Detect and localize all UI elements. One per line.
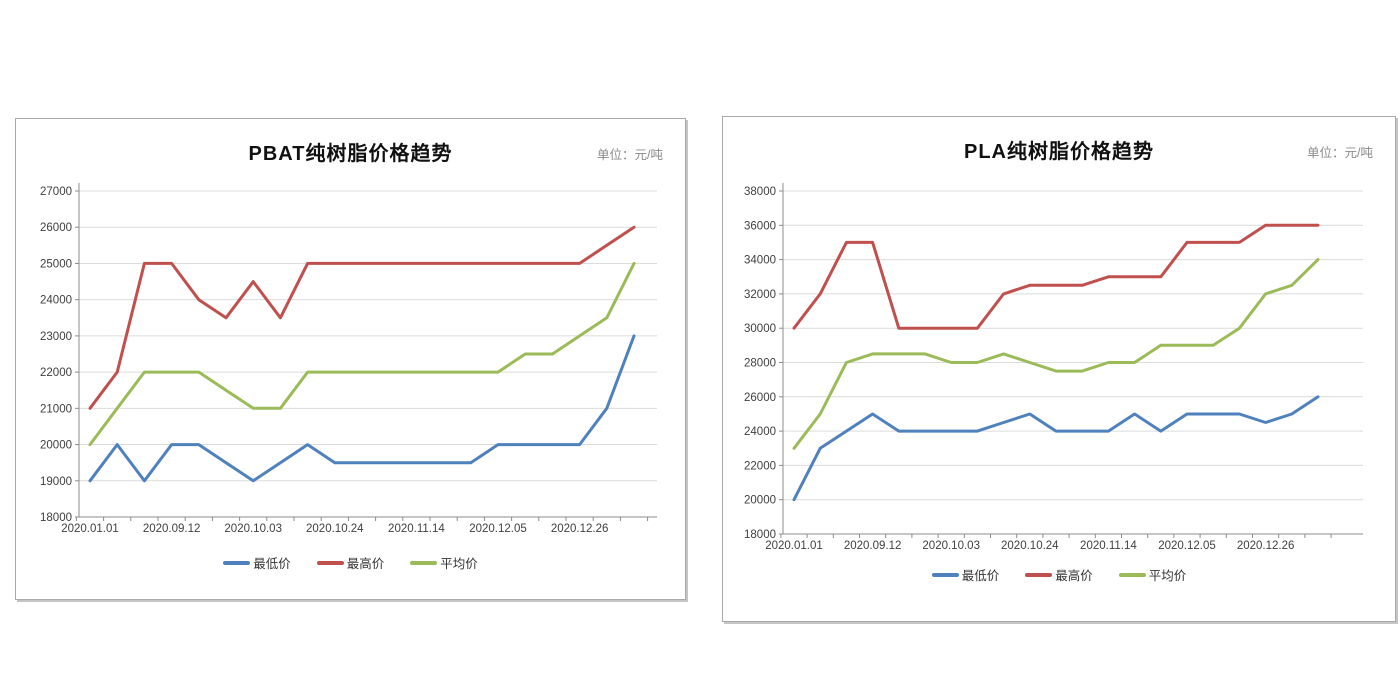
y-axis-label: 20000 <box>744 495 776 507</box>
y-axis-label: 23000 <box>40 331 72 343</box>
pla-line-chart-canvas: 18000 20000 22000 24000 26000 28000 30000 32000… <box>744 183 1363 552</box>
legend-swatch-min-price <box>223 560 251 565</box>
y-axis-label: 18000 <box>40 512 72 524</box>
x-axis-label: 2020.12.05 <box>469 523 527 535</box>
legend-label-max-price: 最高价 <box>346 557 385 571</box>
y-axis-label: 18000 <box>744 529 776 541</box>
series-line-max-price <box>792 223 1320 330</box>
legend-item-max-price: 最高价 <box>1025 565 1093 584</box>
y-axis-label: 20000 <box>40 440 72 452</box>
y-axis-label: 26000 <box>40 222 72 234</box>
series-line-min-price <box>792 395 1320 502</box>
y-axis-label: 22000 <box>40 367 72 379</box>
x-axis-label: 2020.10.24 <box>306 523 364 535</box>
series-line-avg-price <box>792 258 1320 450</box>
x-axis-label: 2020.10.03 <box>922 540 980 552</box>
x-axis-label: 2020.10.03 <box>224 523 282 535</box>
pbat-legend: 最低价 最高价 平均价 <box>16 553 685 572</box>
x-axis-label: 2020.11.14 <box>1080 540 1137 552</box>
x-axis-label: 2020.09.12 <box>143 523 201 535</box>
x-axis-label: 2020.12.26 <box>551 523 609 535</box>
pla-chart-panel: PLA纯树脂价格趋势 单位：元/吨 18000 20000 22000 24000 26… <box>722 116 1396 622</box>
legend-swatch-avg-price <box>1118 572 1146 577</box>
y-axis-label: 19000 <box>40 476 72 488</box>
y-axis-label: 25000 <box>40 258 72 270</box>
x-axis-label: 2020.09.12 <box>844 540 902 552</box>
series-line-max-price <box>88 225 636 410</box>
x-axis-label: 2020.12.05 <box>1158 540 1216 552</box>
legend-label-avg-price: 平均价 <box>1148 569 1187 583</box>
legend-swatch-max-price <box>316 560 344 565</box>
y-axis-label: 38000 <box>744 186 776 198</box>
legend-swatch-avg-price <box>410 560 438 565</box>
pla-chart-title: PLA纯树脂价格趋势 <box>964 141 1154 163</box>
x-axis-label: 2020.01.01 <box>765 540 823 552</box>
y-axis-label: 27000 <box>40 186 72 198</box>
legend-label-min-price: 最低价 <box>961 569 1000 583</box>
y-axis-label: 24000 <box>744 426 776 438</box>
x-axis-label: 2020.12.26 <box>1237 540 1295 552</box>
legend-label-max-price: 最高价 <box>1055 569 1093 583</box>
y-axis-label: 22000 <box>744 460 776 472</box>
legend-item-avg-price: 平均价 <box>1118 565 1187 584</box>
pbat-chart-panel: PBAT纯树脂价格趋势 单位：元/吨 18000 19000 20000 21000 2… <box>15 118 686 600</box>
y-axis-label: 28000 <box>744 358 776 370</box>
legend-item-avg-price: 平均价 <box>410 553 478 572</box>
x-axis-label: 2020.11.14 <box>388 523 445 535</box>
legend-item-min-price: 最低价 <box>931 565 1000 584</box>
pbat-line-chart-canvas: 18000 19000 20000 21000 22000 23000 24000 25000… <box>40 183 657 535</box>
pbat-chart-title: PBAT纯树脂价格趋势 <box>248 143 453 165</box>
y-axis-label: 21000 <box>40 403 72 415</box>
pbat-unit-label: 单位：元/吨 <box>597 148 663 162</box>
pla-unit-label: 单位：元/吨 <box>1307 146 1373 160</box>
x-axis-label: 2020.10.24 <box>1001 540 1059 552</box>
pla-legend: 最低价 最高价 平均价 <box>723 565 1395 584</box>
y-axis-label: 36000 <box>744 220 776 232</box>
y-axis-label: 30000 <box>744 323 776 335</box>
x-axis-label: 2020.01.01 <box>61 523 119 535</box>
legend-label-min-price: 最低价 <box>253 557 291 571</box>
legend-label-avg-price: 平均价 <box>440 557 478 571</box>
series-line-min-price <box>88 334 636 483</box>
series-line-avg-price <box>88 261 636 447</box>
y-axis-label: 34000 <box>744 255 776 267</box>
y-axis-label: 24000 <box>40 295 72 307</box>
legend-swatch-min-price <box>931 572 959 577</box>
y-axis-label: 32000 <box>744 289 776 301</box>
legend-item-max-price: 最高价 <box>316 553 385 572</box>
y-axis-label: 26000 <box>744 392 776 404</box>
legend-swatch-max-price <box>1025 572 1053 577</box>
legend-item-min-price: 最低价 <box>223 553 291 572</box>
